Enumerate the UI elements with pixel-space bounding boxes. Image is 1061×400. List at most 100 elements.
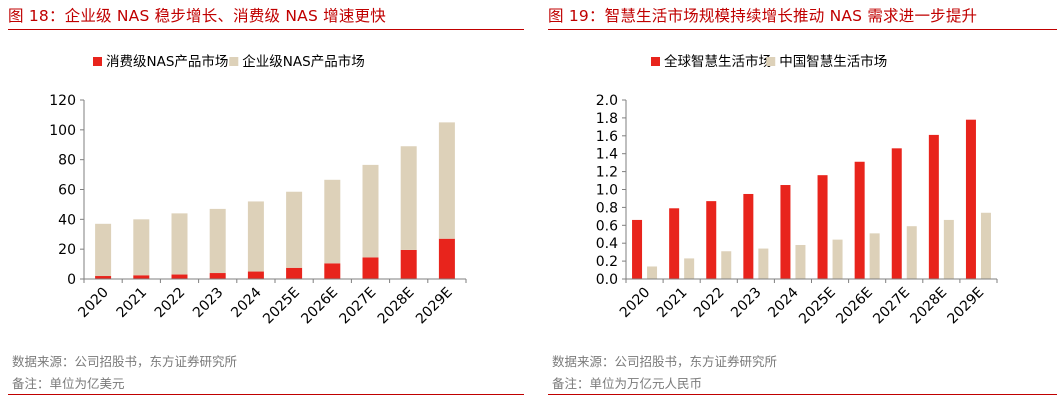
right-chart: 全球智慧生活市场 中国智慧生活市场 0.0 0.2 0.4 0.6 0.81.0 1.2 1.4…	[596, 53, 998, 328]
left-bar-0-2	[171, 274, 188, 279]
left-y-tick-label-1: 20	[58, 242, 76, 258]
right-bar-1-4	[795, 244, 806, 279]
right-legend-swatch-0	[651, 57, 660, 66]
left-x-tick-label-9: 2029E	[413, 285, 456, 328]
right-bars	[632, 119, 991, 279]
right-y-tick-label-5: 1.0	[596, 183, 618, 199]
left-bar-1-1	[133, 219, 150, 276]
right-y-tick-label-3: 0.6	[596, 218, 618, 234]
left-figure-title: 图 18：企业级 NAS 稳步增长、消费级 NAS 增速更快	[8, 7, 386, 25]
left-source-note: 数据来源：公司招股书，东方证券研究所	[12, 354, 238, 369]
left-x-tick-label-2: 2022	[152, 285, 189, 322]
left-bar-0-4	[247, 271, 264, 279]
right-legend-label-0: 全球智慧生活市场	[664, 53, 772, 70]
left-bar-1-8	[400, 146, 417, 250]
right-bar-1-9	[980, 212, 991, 279]
right-bar-1-6	[869, 233, 880, 279]
right-y-tick-label-9: 1.8	[596, 111, 618, 127]
right-unit-note: 备注：单位为万亿元人民币	[552, 376, 703, 391]
right-source-note: 数据来源：公司招股书，东方证券研究所	[552, 354, 778, 369]
right-bar-0-5	[817, 175, 828, 279]
right-bar-0-2	[706, 201, 717, 279]
right-bar-0-3	[743, 193, 754, 279]
right-y-tick-label-6: 1.2	[596, 165, 618, 181]
right-bar-0-7	[891, 148, 902, 279]
left-bar-1-5	[286, 191, 303, 268]
right-y-tick-label-8: 1.6	[596, 129, 618, 145]
right-legend-label-1: 中国智慧生活市场	[779, 53, 887, 70]
right-x-tick-label-5: 2025E	[796, 285, 839, 328]
left-bar-1-6	[324, 179, 341, 264]
left-x-tick-label-7: 2027E	[337, 285, 380, 328]
right-x-tick-label-6: 2026E	[833, 285, 876, 328]
right-bar-1-7	[906, 226, 917, 279]
left-legend-swatch-1	[229, 57, 239, 66]
left-figure-panel: 图 18：企业级 NAS 稳步增长、消费级 NAS 增速更快 消费级NAS产品市…	[0, 0, 528, 400]
right-y-tick-label-10: 2.0	[596, 93, 618, 109]
left-legend-label-1: 企业级NAS产品市场	[242, 53, 364, 70]
left-y-tick-label-0: 0	[67, 272, 76, 288]
right-bar-0-0	[632, 219, 643, 279]
left-legend-swatch-0	[93, 57, 102, 66]
left-bar-0-6	[324, 263, 341, 279]
right-bar-1-0	[647, 266, 658, 279]
left-bar-0-3	[209, 273, 226, 279]
right-x-tick-label-1: 2021	[654, 285, 691, 322]
left-bar-0-1	[133, 275, 150, 279]
left-bar-1-3	[209, 208, 226, 274]
left-y-tick-label-5: 100	[49, 123, 76, 139]
right-x-tick-label-3: 2023	[728, 285, 765, 322]
left-y-tick-label-6: 120	[49, 93, 76, 109]
left-x-tick-label-6: 2026E	[298, 285, 341, 328]
right-bar-1-5	[832, 239, 843, 279]
right-bar-0-4	[780, 185, 791, 279]
left-bar-0-0	[95, 276, 112, 279]
right-y-tick-label-0: 0.0	[596, 272, 618, 288]
right-bar-1-1	[684, 258, 695, 279]
left-bar-0-9	[438, 238, 455, 279]
left-x-tick-label-8: 2028E	[375, 285, 418, 328]
right-x-tick-label-9: 2029E	[945, 285, 988, 328]
right-bar-0-1	[669, 208, 680, 279]
right-y-tick-label-4: 0.8	[596, 200, 618, 216]
right-bar-1-2	[721, 251, 732, 279]
right-x-tick-label-0: 2020	[617, 285, 654, 322]
left-legend-label-0: 消费级NAS产品市场	[106, 53, 228, 70]
right-bar-1-8	[943, 219, 954, 279]
left-y-tick-label-3: 60	[58, 183, 76, 199]
right-title-rule	[548, 29, 1057, 30]
left-bar-1-9	[438, 122, 455, 239]
right-y-tick-label-2: 0.4	[596, 236, 618, 252]
left-bars	[95, 122, 455, 279]
left-bar-1-7	[362, 164, 379, 258]
right-x-tick-label-8: 2028E	[907, 285, 950, 328]
left-legend: 消费级NAS产品市场 企业级NAS产品市场	[93, 53, 365, 70]
left-unit-note: 备注：单位为亿美元	[12, 376, 125, 391]
left-bar-1-0	[95, 223, 112, 277]
right-x-tick-label-2: 2022	[691, 285, 728, 322]
left-bar-1-2	[171, 213, 188, 275]
left-x-tick-label-3: 2023	[190, 285, 227, 322]
right-bottom-rule	[548, 394, 1057, 395]
left-x-tick-label-5: 2025E	[260, 285, 303, 328]
right-bar-1-3	[758, 248, 769, 279]
right-bar-0-9	[965, 119, 976, 279]
right-legend-swatch-1	[766, 57, 776, 66]
left-bar-1-4	[247, 201, 264, 272]
left-y-tick-label-2: 40	[58, 212, 76, 228]
left-x-tick-label-1: 2021	[114, 285, 151, 322]
left-bar-0-5	[286, 267, 303, 279]
right-bar-0-8	[928, 134, 939, 279]
right-figure-panel: 图 19：智慧生活市场规模持续增长推动 NAS 需求进一步提升 全球智慧生活市场…	[540, 0, 1061, 400]
right-y-tick-label-7: 1.4	[596, 147, 618, 163]
left-y-tick-label-4: 80	[58, 153, 76, 169]
left-x-tick-label-0: 2020	[75, 285, 112, 322]
left-title-rule	[8, 29, 524, 30]
left-bar-0-7	[362, 257, 379, 279]
right-x-tick-label-7: 2027E	[870, 285, 913, 328]
right-y-tick-label-1: 0.2	[596, 254, 618, 270]
right-figure-title: 图 19：智慧生活市场规模持续增长推动 NAS 需求进一步提升	[548, 7, 978, 25]
right-legend: 全球智慧生活市场 中国智慧生活市场	[651, 53, 887, 70]
right-bar-0-6	[854, 161, 865, 279]
